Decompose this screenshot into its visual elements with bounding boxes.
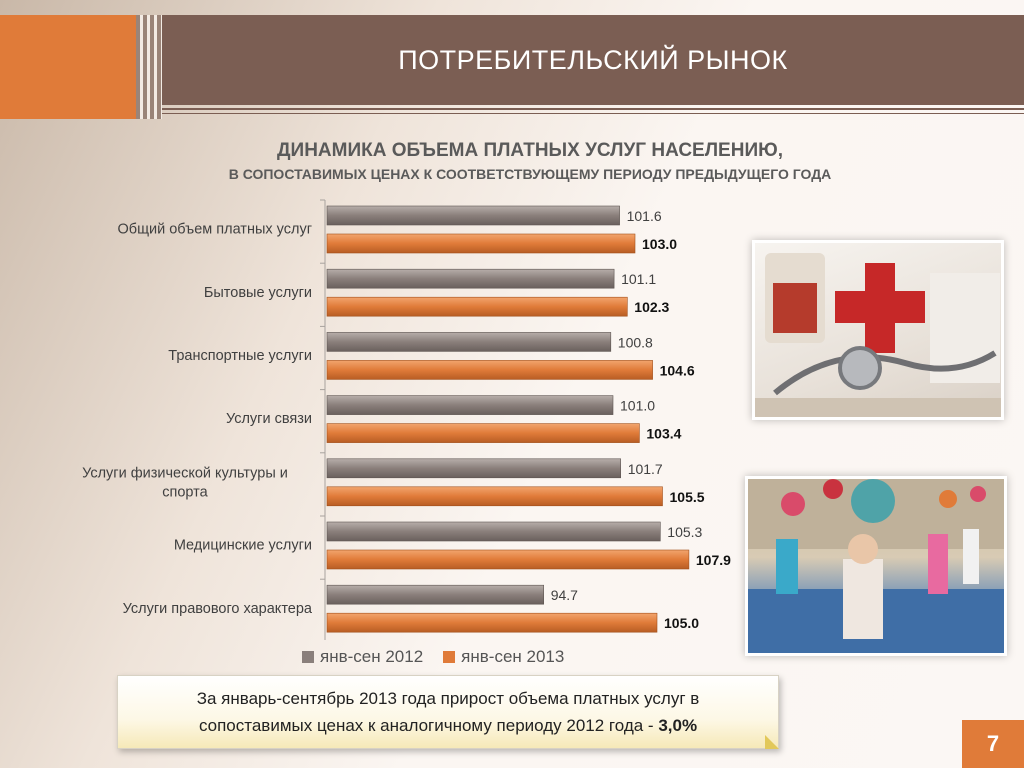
data-label-2013: 102.3	[634, 299, 669, 315]
data-label-2013: 104.6	[660, 362, 695, 378]
sport-photo	[745, 476, 1007, 656]
data-label-2013: 107.9	[696, 552, 731, 568]
data-label-2012: 100.8	[618, 334, 653, 350]
summary-line-2-text: сопоставимых ценах к аналогичному период…	[198, 716, 659, 735]
bar-2012	[326, 395, 614, 415]
data-label-2012: 101.6	[627, 208, 662, 224]
category-label: Услуги связи	[226, 411, 312, 427]
summary-line-2: сопоставимых ценах к аналогичному период…	[118, 712, 778, 739]
data-label-2012: 94.7	[551, 587, 578, 603]
page-number: 7	[962, 720, 1024, 768]
chart-subheading: В СОПОСТАВИМЫХ ЦЕНАХ К СООТВЕТСТВУЮЩЕМУ …	[228, 166, 832, 182]
bar-2012	[326, 205, 620, 226]
summary-growth-value: 3,0%	[658, 716, 698, 735]
header-accent-block	[0, 15, 136, 119]
bar-2013	[326, 360, 653, 380]
bar-2012	[326, 584, 544, 605]
bar-2013	[326, 549, 690, 570]
category-label: Медицинские услуги	[174, 538, 312, 554]
summary-line-1: За январь-сентябрь 2013 года прирост объ…	[196, 689, 700, 708]
header-band	[162, 15, 1024, 105]
category-label: Услуги физической культуры и	[82, 465, 288, 481]
bar-2012	[326, 458, 622, 479]
header-divider-thin	[162, 113, 1024, 114]
chart-legend: янв-сен 2012 янв-сен 2013	[302, 647, 584, 667]
legend-item-2012: янв-сен 2012	[302, 647, 423, 667]
note-corner-fold	[765, 735, 779, 749]
chart-heading: ДИНАМИКА ОБЪЕМА ПЛАТНЫХ УСЛУГ НАСЕЛЕНИЮ,	[277, 140, 783, 161]
legend-swatch-2013	[443, 651, 456, 663]
data-label-2013: 105.5	[670, 489, 705, 505]
data-label-2013: 103.4	[646, 426, 681, 442]
category-label: Бытовые услуги	[204, 285, 312, 301]
bar-2013	[326, 423, 640, 443]
data-label-2013: 103.0	[642, 236, 677, 252]
data-label-2012: 101.0	[620, 398, 655, 414]
bar-2012	[326, 521, 661, 542]
data-label-2013: 105.0	[664, 615, 699, 631]
bar-2013	[326, 296, 628, 317]
data-label-2012: 101.7	[628, 461, 663, 477]
category-label: Общий объем платных услуг	[118, 222, 313, 238]
header-divider	[162, 108, 1024, 110]
bar-2013	[326, 612, 658, 633]
category-label: Услуги правового характера	[123, 601, 313, 617]
bar-2013	[326, 233, 636, 254]
legend-label-2012: янв-сен 2012	[320, 647, 424, 666]
bar-2013	[326, 486, 663, 507]
bar-2012	[326, 332, 612, 352]
bar-2012	[326, 268, 615, 289]
data-label-2012: 105.3	[667, 524, 702, 540]
category-label: Транспортные услуги	[168, 348, 312, 364]
header-stripes	[136, 15, 162, 119]
slide-title: ПОТРЕБИТЕЛЬСКИЙ РЫНОК	[398, 44, 788, 75]
legend-label-2013: янв-сен 2013	[461, 647, 565, 666]
summary-note: За январь-сентябрь 2013 года прирост объ…	[117, 675, 779, 749]
category-label: спорта	[162, 484, 208, 500]
legend-item-2013: янв-сен 2013	[443, 647, 564, 667]
legend-swatch-2012	[302, 651, 314, 663]
medical-photo	[752, 240, 1004, 420]
data-label-2012: 101.1	[621, 271, 656, 287]
